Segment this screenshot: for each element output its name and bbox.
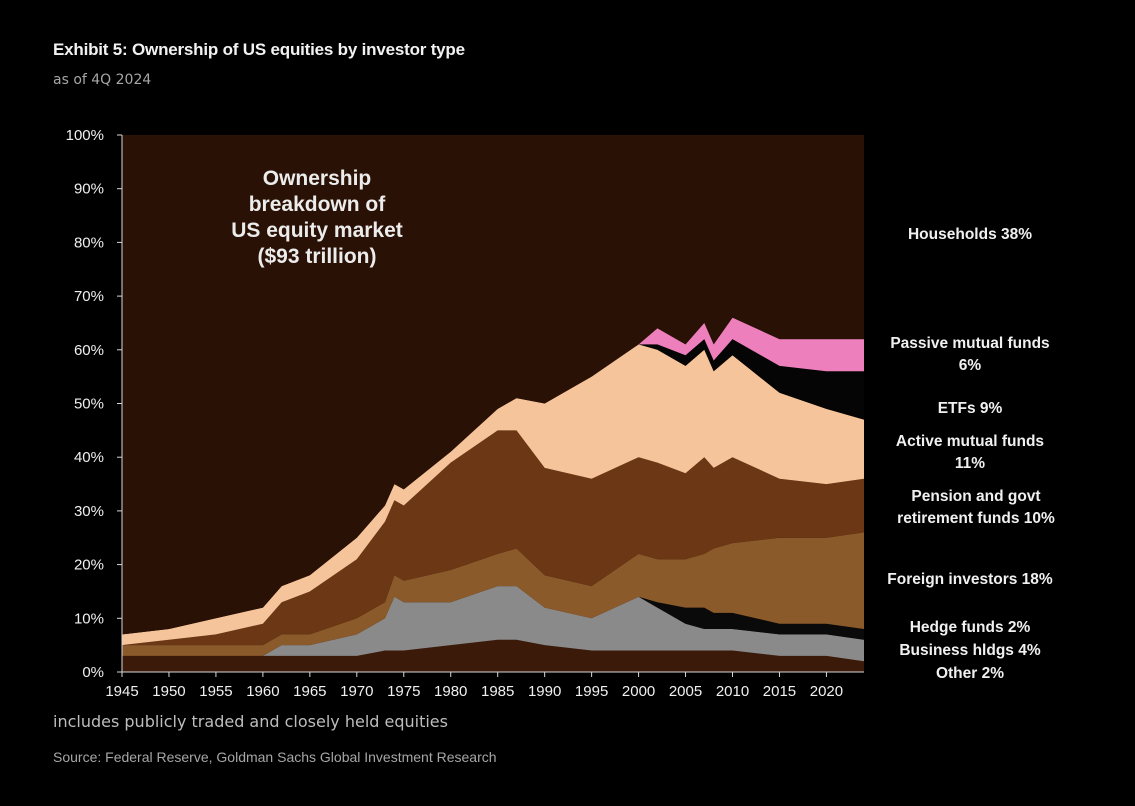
y-tick-label: 20%: [74, 557, 104, 574]
series-labels: Other 2% Business hldgs 4% Hedge funds 2% F…: [887, 226, 1055, 682]
chart-subtitle: as of 4Q 2024: [53, 72, 152, 88]
y-tick-label: 90%: [74, 181, 104, 198]
area-passive-mutual-funds: [122, 317, 864, 635]
series-label-etfs: ETFs 9%: [938, 400, 1003, 417]
area-etfs: [122, 339, 864, 635]
series-label-passive-mutual-funds: Passive mutual funds: [890, 335, 1049, 352]
area-business-hldgs: [122, 586, 864, 662]
x-tick-label: 2010: [716, 683, 749, 700]
x-tick-label: 2000: [622, 683, 655, 700]
annotation-text: Ownership breakdown of US equity market ($9…: [231, 167, 403, 268]
annotation-line: ($93 trillion): [257, 245, 376, 268]
x-tick-label: 1990: [528, 683, 561, 700]
x-tick-label: 1950: [152, 683, 185, 700]
x-tick-label: 1980: [434, 683, 467, 700]
chart-annotation: Ownership breakdown of US equity market ($9…: [231, 167, 403, 268]
y-tick-label: 30%: [74, 503, 104, 520]
series-label-passive-mutual-funds: 6%: [959, 357, 982, 374]
x-tick-label: 1985: [481, 683, 514, 700]
area-pension-and-govt-retirement-funds: [122, 430, 864, 646]
axes: 0% 10% 20% 30% 40% 50% 60% 70% 80% 90% 100% 1945 195…: [66, 127, 864, 700]
series-label-households: Households 38%: [908, 226, 1032, 243]
x-tick-label: 2020: [810, 683, 843, 700]
chart-note: includes publicly traded and closely hel…: [53, 712, 448, 731]
y-tick-label: 50%: [74, 396, 104, 413]
y-tick-label: 80%: [74, 234, 104, 251]
area-other: [122, 639, 864, 672]
y-tick-label: 40%: [74, 449, 104, 466]
series-label-other: Other 2%: [936, 665, 1004, 682]
y-tick-label: 10%: [74, 610, 104, 627]
x-tick-label: 1960: [246, 683, 279, 700]
series-label-hedge-funds: Hedge funds 2%: [910, 619, 1031, 636]
chart-title: Exhibit 5: Ownership of US equities by i…: [53, 40, 465, 59]
area-households: [122, 135, 864, 635]
y-tick-label: 0%: [82, 664, 104, 681]
area-layers: [122, 135, 864, 672]
x-tick-label: 2015: [763, 683, 796, 700]
x-tick-label: 1995: [575, 683, 608, 700]
area-hedge-funds: [122, 586, 864, 656]
area-foreign-investors: [122, 532, 864, 656]
annotation-line: Ownership: [263, 167, 372, 190]
series-label-business-hldgs: Business hldgs 4%: [899, 642, 1040, 659]
series-label-pension-and-govt-retirement-funds: Pension and govt: [911, 488, 1040, 505]
annotation-line: US equity market: [231, 219, 403, 242]
x-tick-label: 1970: [340, 683, 373, 700]
annotation-line: breakdown of: [249, 193, 387, 216]
series-label-foreign-investors: Foreign investors 18%: [887, 571, 1053, 588]
y-tick-label: 60%: [74, 342, 104, 359]
y-tick-label: 100%: [66, 127, 104, 144]
x-tick-label: 1975: [387, 683, 420, 700]
x-tick-label: 2005: [669, 683, 702, 700]
series-label-active-mutual-funds: 11%: [955, 455, 985, 472]
x-tick-label: 1945: [105, 683, 138, 700]
chart-source: Source: Federal Reserve, Goldman Sachs G…: [53, 749, 497, 765]
area-active-mutual-funds: [122, 344, 864, 646]
series-label-pension-and-govt-retirement-funds: retirement funds 10%: [897, 510, 1055, 527]
y-tick-label: 70%: [74, 288, 104, 305]
series-label-active-mutual-funds: Active mutual funds: [896, 433, 1044, 450]
x-tick-label: 1965: [293, 683, 326, 700]
x-tick-label: 1955: [199, 683, 232, 700]
